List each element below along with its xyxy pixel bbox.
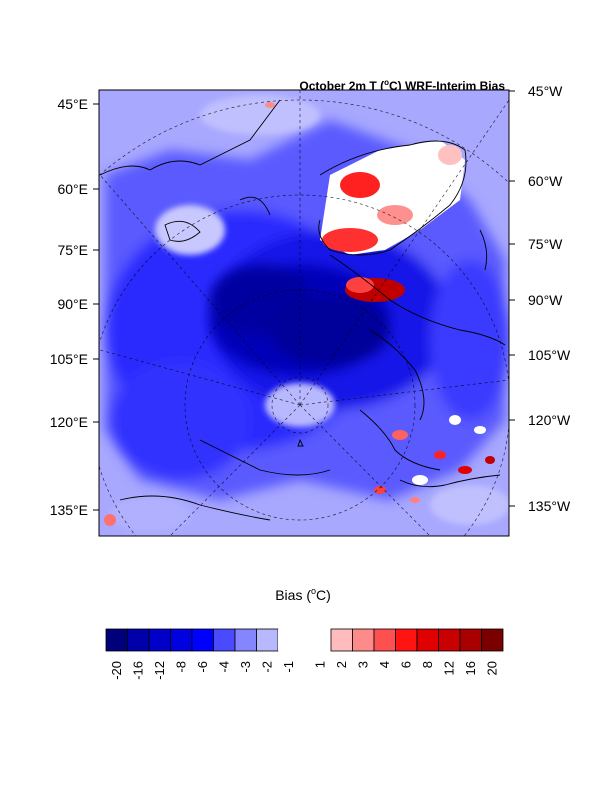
colorbar-tick-label: -16	[130, 661, 145, 680]
colorbar-tick-label: 8	[420, 661, 435, 668]
colorbar-box	[105, 628, 128, 652]
colorbar-box	[395, 628, 418, 652]
left-lon-label: 120°E	[50, 414, 88, 430]
right-lon-label: 75°W	[528, 236, 563, 252]
colorbar-box	[191, 628, 214, 652]
colorbar-tick-label: 1	[312, 661, 327, 668]
colorbar-box	[309, 629, 331, 651]
left-lon-label: 135°E	[50, 502, 88, 518]
colorbar-box	[373, 628, 396, 652]
map-frame	[98, 89, 510, 537]
graticule	[99, 90, 509, 536]
colorbar-tick-labels: -20 -16 -12 -8 -6 -4 -3 -2 -1 1 2 3 4 6 8 12 16 20	[109, 661, 500, 680]
colorbar-box	[438, 628, 461, 652]
colorbar-box	[127, 628, 150, 652]
colorbar-box	[148, 628, 171, 652]
left-lon-label: 60°E	[57, 181, 88, 197]
left-lon-label: 75°E	[57, 242, 88, 258]
colorbar-box	[459, 628, 482, 652]
colorbar-tick-label: -4	[216, 661, 231, 673]
right-lon-label: 60°W	[528, 173, 563, 189]
right-longitude-labels: 45°W 60°W 75°W 90°W 105°W 120°W 135°W	[509, 83, 571, 514]
colorbar-box	[278, 629, 300, 651]
positive-bias-greenland	[320, 140, 465, 302]
left-lon-label: 90°E	[57, 296, 88, 312]
right-lon-label: 45°W	[528, 83, 563, 99]
scattered-positive-spots	[104, 102, 495, 526]
right-lon-label: 135°W	[528, 498, 571, 514]
colorbar-tick-label: 3	[355, 661, 370, 668]
colorbar-box	[256, 628, 279, 652]
colorbar-tick-label: -20	[109, 661, 124, 680]
map-panel	[99, 90, 509, 536]
colorbar-box	[481, 628, 504, 652]
colorbar-boxes	[105, 628, 504, 652]
colorbar-tick-label: -8	[173, 661, 188, 673]
colorbar-tick-label: 6	[398, 661, 413, 668]
colorbar: -20 -16 -12 -8 -6 -4 -3 -2 -1 1 2 3 4 6 8 12 16 20	[105, 628, 504, 680]
coastlines	[99, 99, 506, 521]
colorbar-tick-label: 20	[484, 661, 499, 675]
colorbar-tick-label: -12	[152, 661, 167, 680]
right-lon-label: 105°W	[528, 347, 571, 363]
right-lon-label: 90°W	[528, 292, 563, 308]
colorbar-box	[352, 628, 375, 652]
colorbar-box	[170, 628, 193, 652]
colorbar-tick-label: -1	[281, 661, 296, 673]
left-longitude-labels: 45°E 60°E 75°E 90°E 105°E 120°E 135°E	[50, 96, 99, 518]
colorbar-box	[330, 628, 353, 652]
left-lon-label: 105°E	[50, 351, 88, 367]
colorbar-tick-label: 4	[377, 661, 392, 668]
colorbar-tick-label: 2	[334, 661, 349, 668]
colorbar-box	[416, 628, 439, 652]
colorbar-tick-label: 16	[463, 661, 478, 675]
colorbar-tick-label: 12	[441, 661, 456, 675]
colorbar-tick-label: -6	[195, 661, 210, 673]
colorbar-box	[213, 628, 236, 652]
colorbar-box	[234, 628, 257, 652]
colorbar-tick-label: -2	[259, 661, 274, 673]
colorbar-title: Bias (oC)	[275, 586, 331, 603]
colorbar-tick-label: -3	[238, 661, 253, 673]
right-lon-label: 120°W	[528, 412, 571, 428]
left-lon-label: 45°E	[57, 96, 88, 112]
